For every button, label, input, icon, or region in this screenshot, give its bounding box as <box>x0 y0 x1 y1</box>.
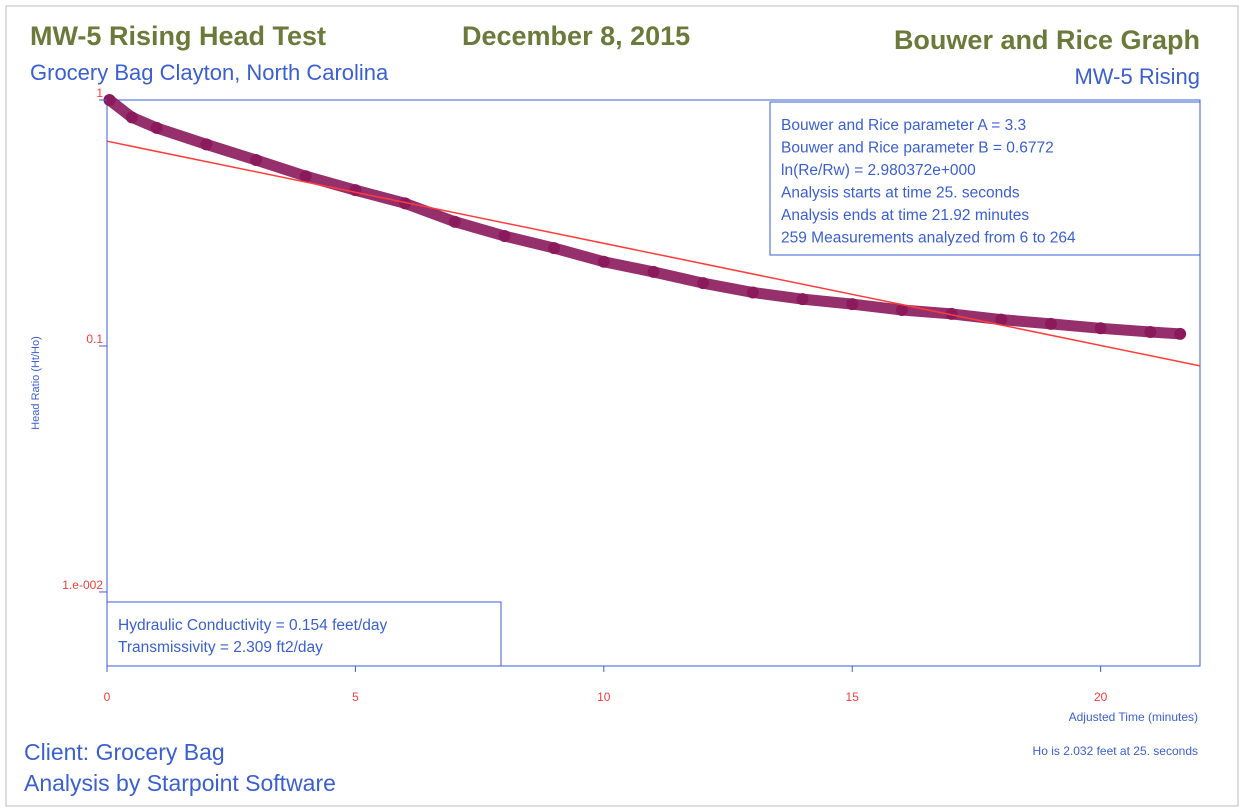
data-point <box>846 298 859 311</box>
parameter-box <box>769 101 1201 256</box>
data-trace <box>103 94 1186 340</box>
well-label: MW-5 Rising <box>1074 64 1200 89</box>
x-tick-label: 0 <box>104 690 111 704</box>
result-line: Hydraulic Conductivity = 0.154 feet/day <box>118 617 387 634</box>
client: Client: Grocery Bag <box>24 739 225 765</box>
data-point <box>1144 325 1157 338</box>
data-point <box>125 111 138 124</box>
data-point <box>597 255 610 268</box>
data-point <box>647 265 660 278</box>
parameter-line: 259 Measurements analyzed from 6 to 264 <box>781 230 1076 247</box>
data-point <box>895 304 908 317</box>
plot-frame <box>106 99 1201 667</box>
x-tick-label: 15 <box>846 690 860 704</box>
parameter-line: ln(Re/Rw) = 2.980372e+000 <box>781 162 976 179</box>
y-tick-label: 1.e-002 <box>62 578 103 592</box>
data-point <box>150 121 163 134</box>
y-tick-label: 1 <box>96 86 103 100</box>
data-point <box>299 170 312 183</box>
ho-note: Ho is 2.032 feet at 25. seconds <box>1033 744 1198 758</box>
data-point <box>200 138 213 151</box>
x-tick-label: 5 <box>352 690 359 704</box>
data-point <box>103 94 116 106</box>
x-axis-label: Adjusted Time (minutes) <box>1069 710 1198 724</box>
parameter-line: Analysis ends at time 21.92 minutes <box>781 207 1029 224</box>
data-point <box>1094 322 1107 335</box>
analyst: Analysis by Starpoint Software <box>24 770 336 796</box>
data-point <box>349 184 362 197</box>
date: December 8, 2015 <box>462 21 690 51</box>
data-point <box>697 277 710 290</box>
data-point <box>796 293 809 306</box>
result-line: Transmissivity = 2.309 ft2/day <box>118 639 323 656</box>
parameter-line: Bouwer and Rice parameter A = 3.3 <box>781 117 1026 134</box>
x-tick-label: 10 <box>597 690 611 704</box>
chart-title: MW-5 Rising Head Test <box>30 21 326 51</box>
data-point <box>399 197 412 210</box>
parameter-line: Bouwer and Rice parameter B = 0.6772 <box>781 140 1054 157</box>
data-point <box>448 215 461 228</box>
data-point <box>995 313 1008 326</box>
y-axis-label: Head Ratio (Ht/Ho) <box>30 336 42 430</box>
result-box <box>106 601 502 667</box>
y-tick-label: 0.1 <box>86 332 103 346</box>
data-point <box>548 242 561 255</box>
data-point <box>1044 317 1057 330</box>
fit-line <box>106 140 1201 367</box>
data-point <box>250 154 263 167</box>
graph-name: Bouwer and Rice Graph <box>894 25 1200 55</box>
data-point <box>498 229 511 242</box>
plot-area <box>103 94 1201 367</box>
subtitle: Grocery Bag Clayton, North Carolina <box>30 60 389 85</box>
data-point <box>1174 327 1187 340</box>
data-point <box>746 286 759 299</box>
x-tick-label: 20 <box>1094 690 1108 704</box>
parameter-line: Analysis starts at time 25. seconds <box>781 185 1020 202</box>
data-point <box>945 307 958 320</box>
